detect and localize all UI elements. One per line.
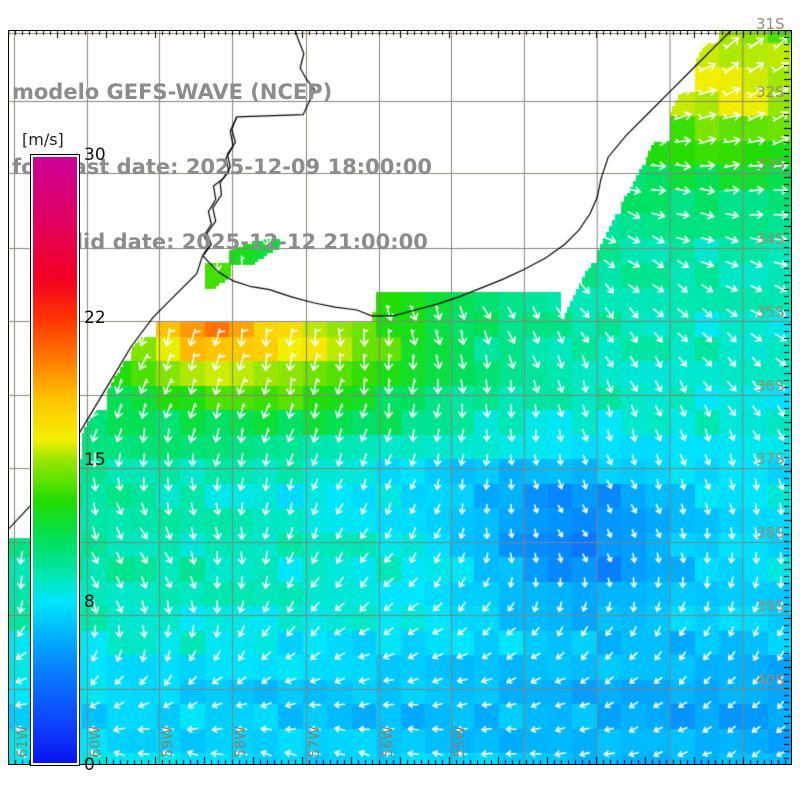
- colorbar-tick-0: 0: [84, 755, 95, 775]
- right-axis-ticks: [784, 30, 792, 765]
- bottom-axis-ticks: [8, 757, 792, 765]
- colorbar-tick-8: 8: [84, 592, 95, 613]
- colorbar-units-label: [m/s]: [22, 130, 64, 149]
- colorbar-tick-30: 30: [84, 145, 106, 165]
- top-axis-ticks: [8, 30, 792, 38]
- coastline: [9, 31, 791, 764]
- colorbar-tick-22: 22: [84, 307, 106, 328]
- colorbar-gradient: [30, 154, 80, 766]
- colorbar-tick-15: 15: [84, 450, 106, 470]
- colorbar[interactable]: [30, 154, 80, 766]
- map-plot-frame[interactable]: [8, 30, 792, 765]
